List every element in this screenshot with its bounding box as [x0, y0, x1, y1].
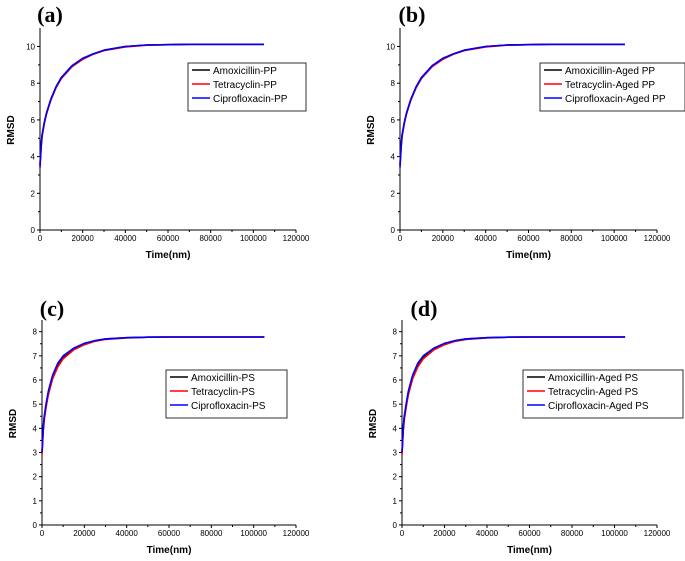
- x-tick-label: 80000: [561, 529, 584, 538]
- y-tick-label: 3: [393, 449, 398, 458]
- y-tick-label: 6: [31, 116, 36, 125]
- x-tick-label: 60000: [157, 234, 180, 243]
- x-axis-title: Time(nm): [506, 250, 551, 261]
- x-tick-label: 120000: [283, 234, 310, 243]
- legend-box: [165, 369, 288, 419]
- legend-label: Ciprofloxacin-PP: [213, 94, 288, 105]
- y-tick-label: 2: [393, 473, 398, 482]
- y-tick-label: 5: [33, 400, 38, 409]
- y-axis-title: RMSD: [368, 409, 379, 438]
- x-tick-label: 40000: [114, 234, 137, 243]
- x-tick-label: 100000: [240, 234, 267, 243]
- y-tick-label: 6: [33, 376, 38, 385]
- legend-box: [187, 62, 307, 112]
- y-tick-label: 6: [393, 376, 398, 385]
- y-tick-label: 2: [33, 473, 38, 482]
- series-line: [401, 336, 626, 453]
- x-tick-label: 40000: [116, 529, 139, 538]
- y-tick-label: 10: [26, 43, 35, 52]
- chart-panel: (a) 0 20000 40000 60000 80000 100000 120000 0 2 4 6…: [6, 2, 310, 261]
- x-axis-title: Time(nm): [147, 545, 192, 556]
- y-tick-label: 4: [33, 424, 38, 433]
- x-tick-label: 120000: [283, 529, 310, 538]
- y-tick-label: 4: [31, 153, 36, 162]
- y-tick-label: 8: [33, 328, 38, 337]
- x-tick-label: 60000: [158, 529, 181, 538]
- x-tick-label: 0: [40, 529, 45, 538]
- legend-label: Amoxicillin-PP: [213, 66, 277, 77]
- chart-panel: (b) 0 20000 40000 60000 80000 100000 120000 0 2 4 6…: [366, 2, 685, 261]
- series-line: [41, 336, 265, 453]
- legend-box: [539, 62, 685, 112]
- y-tick-label: 0: [391, 226, 396, 235]
- x-axis-title: Time(nm): [146, 250, 191, 261]
- x-tick-label: 80000: [200, 234, 223, 243]
- panel-label: (b): [399, 2, 426, 27]
- x-tick-label: 0: [398, 234, 403, 243]
- y-tick-label: 2: [31, 189, 36, 198]
- legend-box: [522, 369, 684, 419]
- y-axis-title: RMSD: [6, 115, 17, 144]
- y-tick-label: 8: [31, 79, 36, 88]
- chart-panel: (d) 0 20000 40000 60000 80000 100000 120000 0 1 2 3…: [368, 296, 684, 556]
- x-tick-label: 60000: [517, 234, 540, 243]
- x-tick-label: 120000: [644, 529, 671, 538]
- y-tick-label: 8: [393, 328, 398, 337]
- legend-label: Tetracyclin-Aged PS: [548, 387, 638, 398]
- legend-label: Tetracyclin-Aged PP: [565, 80, 655, 91]
- panel-label: (d): [411, 296, 438, 321]
- x-tick-label: 80000: [560, 234, 583, 243]
- x-tick-label: 0: [400, 529, 405, 538]
- y-tick-label: 4: [393, 424, 398, 433]
- x-tick-label: 120000: [644, 234, 671, 243]
- x-tick-label: 40000: [475, 234, 498, 243]
- panel-label: (a): [37, 2, 63, 27]
- y-tick-label: 5: [393, 400, 398, 409]
- legend-label: Amoxicillin-Aged PS: [548, 373, 638, 384]
- legend-label: Ciprofloxacin-Aged PS: [548, 401, 649, 412]
- x-tick-label: 80000: [200, 529, 223, 538]
- y-tick-label: 8: [391, 79, 396, 88]
- y-tick-label: 6: [391, 116, 396, 125]
- series-line: [39, 43, 264, 168]
- x-tick-label: 40000: [476, 529, 499, 538]
- y-tick-label: 7: [393, 352, 398, 361]
- y-tick-label: 1: [33, 497, 38, 506]
- x-tick-label: 20000: [73, 529, 96, 538]
- legend-label: Amoxicillin-PS: [191, 373, 255, 384]
- legend-label: Amoxicillin-Aged PP: [565, 66, 655, 77]
- y-tick-label: 0: [393, 521, 398, 530]
- x-tick-label: 0: [38, 234, 43, 243]
- y-tick-label: 10: [386, 43, 395, 52]
- legend-label: Ciprofloxacin-PS: [191, 401, 266, 412]
- panel-label: (c): [40, 296, 64, 321]
- legend-label: Tetracyclin-PS: [191, 387, 255, 398]
- chart-panel: (c) 0 20000 40000 60000 80000 100000 120000 0 1 2 3…: [8, 296, 310, 556]
- x-tick-label: 20000: [432, 234, 455, 243]
- x-axis-title: Time(nm): [507, 545, 552, 556]
- legend-label: Ciprofloxacin-Aged PP: [565, 94, 666, 105]
- y-tick-label: 0: [33, 521, 38, 530]
- y-tick-label: 3: [33, 449, 38, 458]
- legend-label: Tetracyclin-PP: [213, 80, 277, 91]
- series-line: [399, 43, 625, 168]
- x-tick-label: 60000: [518, 529, 541, 538]
- x-tick-label: 20000: [433, 529, 456, 538]
- y-axis-title: RMSD: [366, 115, 377, 144]
- y-tick-label: 1: [393, 497, 398, 506]
- y-axis-title: RMSD: [8, 409, 19, 438]
- y-tick-label: 4: [391, 153, 396, 162]
- x-tick-label: 100000: [601, 529, 628, 538]
- x-tick-label: 100000: [601, 234, 628, 243]
- y-tick-label: 0: [31, 226, 36, 235]
- x-tick-label: 20000: [72, 234, 95, 243]
- y-tick-label: 7: [33, 352, 38, 361]
- y-tick-label: 2: [391, 189, 396, 198]
- x-tick-label: 100000: [240, 529, 267, 538]
